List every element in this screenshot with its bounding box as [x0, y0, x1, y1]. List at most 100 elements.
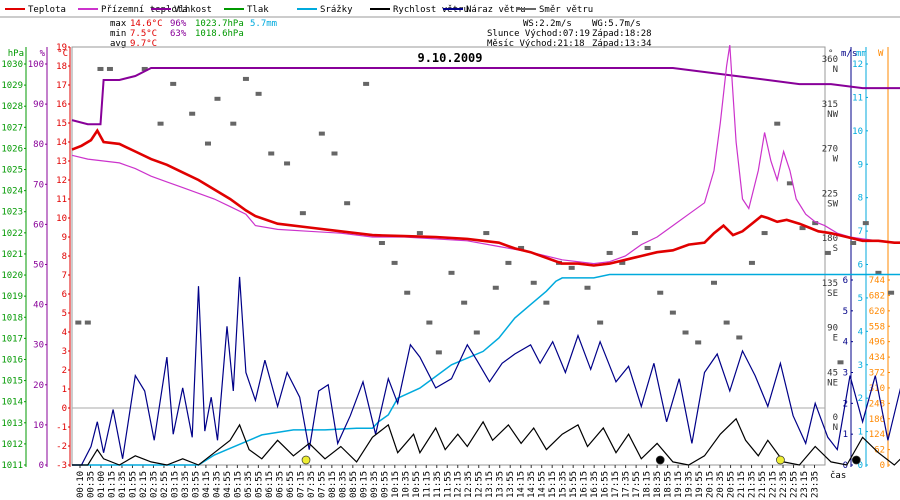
x-tick-label: 17:35 — [622, 471, 632, 498]
pct-tick-label: 20 — [33, 381, 44, 391]
x-tick-label: 01:00 — [97, 471, 107, 498]
x-tick-label: 09:15 — [359, 471, 369, 498]
x-tick-label: 13:15 — [485, 471, 495, 498]
wind-direction-mark — [695, 340, 702, 345]
dir-tick-compass: E — [833, 334, 838, 344]
x-tick-label: 04:35 — [212, 471, 222, 498]
dir-tick-compass: N — [833, 65, 838, 75]
x-tick-label: 03:55 — [191, 471, 201, 498]
temp-tick-label: 13 — [56, 157, 67, 167]
hpa-tick-label: 1028 — [1, 102, 23, 112]
temp-tick-label: 4 — [62, 328, 67, 338]
stat-0-3: 1023.7hPa — [195, 19, 244, 29]
x-tick-label: 05:15 — [233, 471, 243, 498]
stat-0-1: 14.6°C — [130, 19, 163, 29]
mm-tick-label: 3 — [858, 361, 863, 371]
x-tick-label: 20:15 — [706, 471, 716, 498]
x-tick-label: 05:55 — [254, 471, 264, 498]
temp-tick-label: 6 — [62, 290, 67, 300]
wind-direction-mark — [448, 270, 455, 275]
wind-direction-mark — [799, 226, 806, 231]
wind-direction-mark — [505, 260, 512, 265]
wind-direction-mark — [748, 260, 755, 265]
ms-axis-unit: m/s — [841, 49, 857, 59]
wind-direction-mark — [543, 300, 550, 305]
hpa-tick-label: 1015 — [1, 377, 23, 387]
x-tick-label: 09:35 — [370, 471, 380, 498]
wind-direction-mark — [597, 320, 604, 325]
temp-tick-label: 17 — [56, 81, 67, 91]
x-tick-label: 08:55 — [349, 471, 359, 498]
wind-direction-mark — [606, 250, 613, 255]
temp-tick-label: 19 — [56, 43, 67, 53]
ms-tick-label: 4 — [843, 338, 848, 348]
ms-tick-label: 1 — [843, 430, 848, 440]
wind-direction-mark — [318, 131, 325, 136]
dir-tick-label: 360 — [822, 55, 838, 65]
wind-direction-mark — [682, 330, 689, 335]
pct-tick-label: 100 — [28, 60, 44, 70]
x-tick-label: 22:55 — [790, 471, 800, 498]
x-tick-label: 06:35 — [275, 471, 285, 498]
x-tick-label: 10:55 — [412, 471, 422, 498]
temp-tick-label: 7 — [62, 271, 67, 281]
wind-direction-mark — [157, 121, 164, 126]
sun-moon-marker — [851, 455, 861, 465]
hpa-tick-label: 1027 — [1, 123, 23, 133]
mm-tick-label: 1 — [858, 428, 863, 438]
dir-tick-label: 135 — [822, 279, 838, 289]
wind-direction-mark — [214, 96, 221, 101]
x-tick-label: 06:55 — [286, 471, 296, 498]
hpa-tick-label: 1021 — [1, 250, 23, 260]
x-tick-label: 14:55 — [538, 471, 548, 498]
x-tick-label: 02:35 — [149, 471, 159, 498]
dir-tick-label: 270 — [822, 145, 838, 155]
wind-direction-mark — [568, 265, 575, 270]
x-tick-label: 03:35 — [181, 471, 191, 498]
x-tick-label: 00:10 — [76, 471, 86, 498]
x-tick-label: 01:35 — [118, 471, 128, 498]
stat-0-2: 96% — [170, 19, 187, 29]
dir-tick-label: 45 — [827, 368, 838, 378]
hpa-tick-label: 1019 — [1, 292, 23, 302]
legend-label-0: Teplota — [28, 5, 66, 15]
wind-direction-mark — [518, 245, 525, 250]
info-text-2: Slunce Východ:07:19 — [487, 29, 590, 39]
wind-direction-mark — [344, 201, 351, 206]
wind-direction-mark — [331, 151, 338, 156]
wind-speed-line — [72, 417, 900, 466]
x-tick-label: 08:35 — [338, 471, 348, 498]
wind-direction-mark — [75, 320, 82, 325]
hpa-tick-label: 1029 — [1, 81, 23, 91]
wind-direction-mark — [204, 141, 211, 146]
hpa-tick-label: 1014 — [1, 398, 23, 408]
x-tick-label: 15:55 — [569, 471, 579, 498]
rain-line — [72, 273, 900, 466]
wind-direction-mark — [170, 81, 177, 86]
wind-direction-mark — [299, 211, 306, 216]
pct-axis-unit: % — [40, 49, 46, 59]
wind-direction-mark — [435, 350, 442, 355]
x-tick-label: 17:15 — [611, 471, 621, 498]
x-tick-label: 11:35 — [433, 471, 443, 498]
x-tick-label: 13:35 — [496, 471, 506, 498]
wind-direction-mark — [255, 91, 262, 96]
dir-tick-label: 315 — [822, 100, 838, 110]
hpa-tick-label: 1030 — [1, 60, 23, 70]
plot-area — [71, 45, 900, 466]
x-tick-label: 09:55 — [380, 471, 390, 498]
wind-direction-mark — [242, 76, 249, 81]
stats-panel: max 14.6°C 96% 1023.7hPa 5.7mm min 7.5°C 63% 101… — [110, 19, 277, 49]
x-tick-label: 18:15 — [643, 471, 653, 498]
stat-1-0: min — [110, 29, 126, 39]
w-tick-label: 372 — [869, 369, 885, 379]
x-tick-label: 02:55 — [160, 471, 170, 498]
dir-tick-compass: SE — [827, 289, 838, 299]
hpa-tick-label: 1023 — [1, 208, 23, 218]
temp-tick-label: 8 — [62, 252, 67, 262]
wind-direction-mark — [483, 231, 490, 236]
wind-direction-mark — [426, 320, 433, 325]
wind-direction-mark — [761, 231, 768, 236]
temp-tick-label: 14 — [56, 138, 67, 148]
